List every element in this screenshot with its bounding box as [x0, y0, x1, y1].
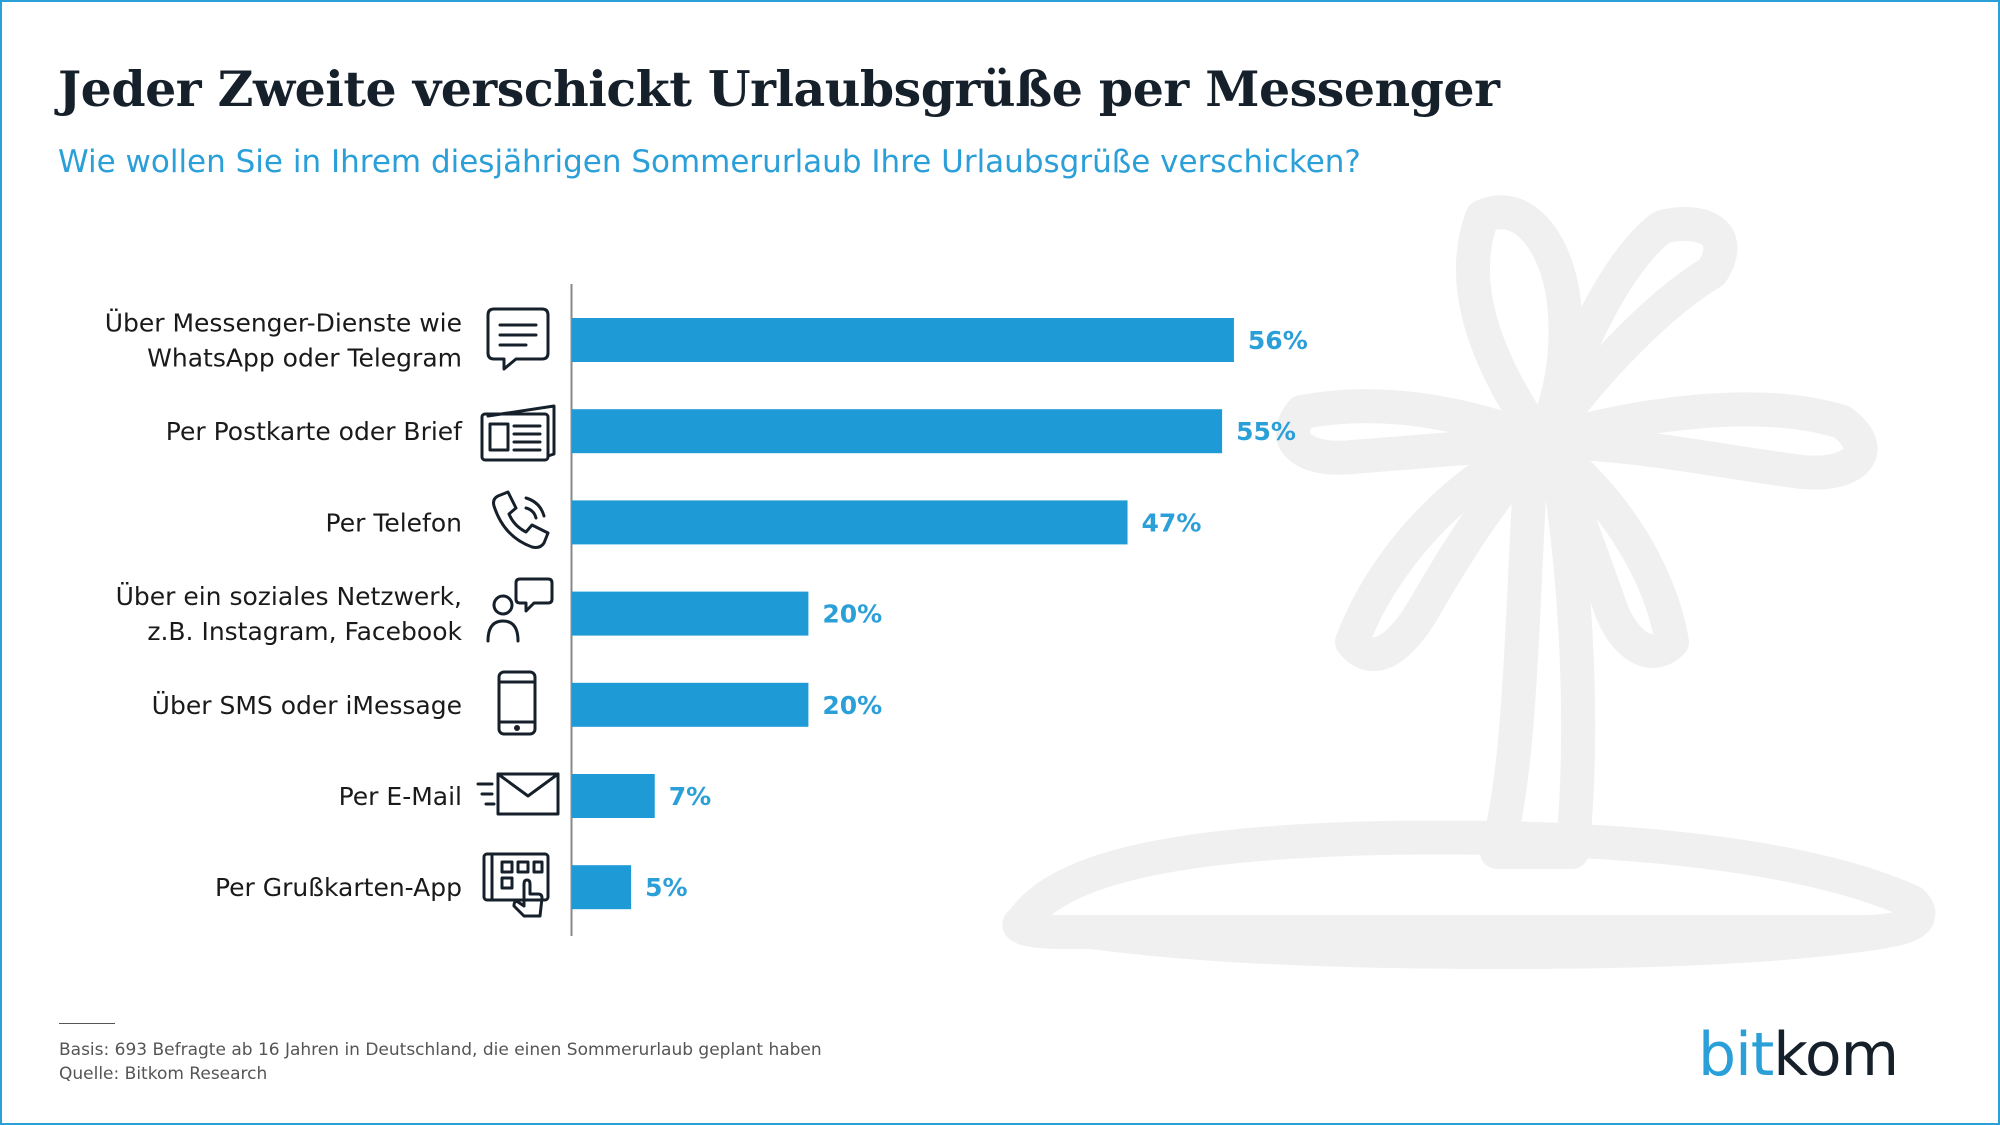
chart-title: Jeder Zweite verschickt Urlaubsgrüße per…: [58, 60, 1500, 118]
category-label: Über Messenger-Dienste wie: [105, 309, 462, 338]
category-label: Über SMS oder iMessage: [152, 691, 462, 720]
value-label: 47%: [1142, 508, 1202, 537]
bar: [572, 318, 1234, 362]
bars-layer: [572, 318, 1234, 910]
category-label: z.B. Instagram, Facebook: [147, 617, 462, 646]
bar: [572, 865, 632, 910]
category-label: Per Telefon: [326, 508, 462, 537]
value-label: 5%: [645, 873, 687, 902]
category-label: Per Postkarte oder Brief: [166, 417, 463, 446]
value-label: 20%: [822, 600, 882, 629]
category-label: WhatsApp oder Telegram: [147, 344, 462, 373]
email-icon: [476, 772, 560, 816]
value-label: 56%: [1248, 326, 1308, 355]
bar: [572, 774, 655, 818]
newspaper-letter-icon: [480, 404, 556, 462]
bar: [572, 591, 809, 636]
greeting-card-app-icon: [482, 852, 550, 918]
logo-text-kom: kom: [1773, 1020, 1899, 1090]
category-label: Per E-Mail: [339, 782, 462, 811]
value-label: 7%: [669, 782, 711, 811]
value-label: 20%: [822, 691, 882, 720]
bitkom-logo: bitkom: [1698, 1020, 1899, 1090]
category-label: Über ein soziales Netzwerk,: [116, 582, 462, 611]
chat-bubble-icon: [486, 307, 550, 371]
bar: [572, 409, 1223, 454]
bar: [572, 500, 1128, 545]
smartphone-icon: [497, 670, 537, 736]
footnote-source: Quelle: Bitkom Research: [59, 1064, 268, 1084]
logo-text-bit: bit: [1698, 1020, 1774, 1090]
footnote-basis: Basis: 693 Befragte ab 16 Jahren in Deut…: [59, 1040, 822, 1060]
footnote-divider: [59, 1023, 115, 1024]
category-labels-layer: Über Messenger-Dienste wie WhatsApp oder …: [105, 309, 463, 903]
value-label: 55%: [1236, 417, 1296, 446]
social-network-icon: [486, 577, 554, 643]
chart-subtitle: Wie wollen Sie in Ihrem diesjährigen Som…: [58, 144, 1361, 180]
category-label: Per Grußkarten-App: [215, 873, 462, 902]
bar: [572, 682, 809, 727]
phone-icon: [492, 490, 550, 549]
value-labels-layer: 56% 55% 47% 20% 20% 7% 5%: [645, 326, 1308, 902]
